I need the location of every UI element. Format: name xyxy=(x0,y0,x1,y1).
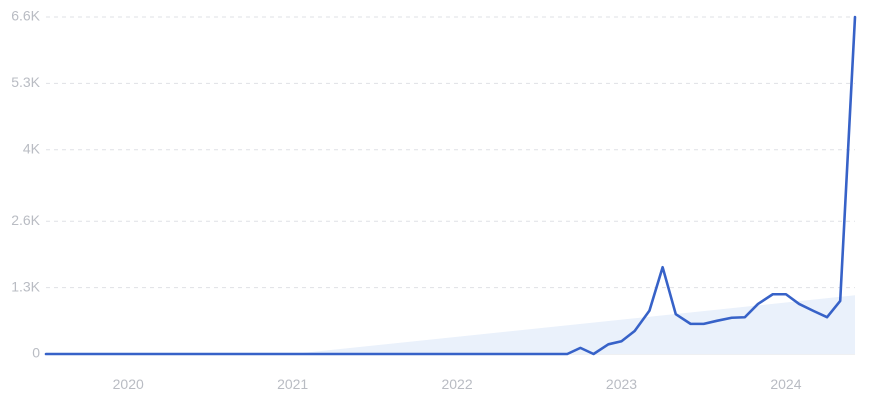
x-tick-label: 2024 xyxy=(770,376,801,392)
data-point xyxy=(565,352,569,356)
data-point xyxy=(730,316,734,320)
data-point xyxy=(771,292,775,296)
y-tick-label: 6.6K xyxy=(11,8,40,24)
data-point xyxy=(812,309,816,313)
data-point xyxy=(702,322,706,326)
data-point xyxy=(647,309,651,313)
y-axis: 0 1.3K 2.6K 4K 5.3K 6.6K xyxy=(11,8,40,361)
data-point xyxy=(838,299,842,303)
x-tick-label: 2023 xyxy=(606,376,637,392)
x-tick-label: 2022 xyxy=(441,376,472,392)
data-point xyxy=(743,315,747,319)
trend-layer xyxy=(292,295,855,354)
data-point xyxy=(853,15,857,19)
data-point xyxy=(44,352,48,356)
y-tick-label: 0 xyxy=(32,345,40,361)
y-tick-label: 4K xyxy=(23,140,41,156)
data-point xyxy=(633,329,637,333)
y-tick-label: 5.3K xyxy=(11,74,40,90)
data-point xyxy=(606,342,610,346)
data-point xyxy=(674,312,678,316)
y-tick-label: 2.6K xyxy=(11,212,40,228)
y-tick-label: 1.3K xyxy=(11,278,40,294)
x-tick-label: 2021 xyxy=(277,376,308,392)
data-point xyxy=(784,292,788,296)
series-layer xyxy=(44,15,857,356)
data-point xyxy=(825,315,829,319)
data-point xyxy=(578,346,582,350)
x-axis: 2020 2021 2022 2023 2024 xyxy=(113,376,802,392)
data-point xyxy=(592,352,596,356)
data-point xyxy=(661,265,665,269)
data-point xyxy=(715,319,719,323)
series-line xyxy=(44,15,857,356)
x-tick-label: 2020 xyxy=(113,376,144,392)
data-point xyxy=(689,322,693,326)
grid-layer xyxy=(46,16,855,355)
data-point xyxy=(797,302,801,306)
trend-area xyxy=(292,295,855,354)
data-point xyxy=(620,339,624,343)
data-point xyxy=(756,302,760,306)
